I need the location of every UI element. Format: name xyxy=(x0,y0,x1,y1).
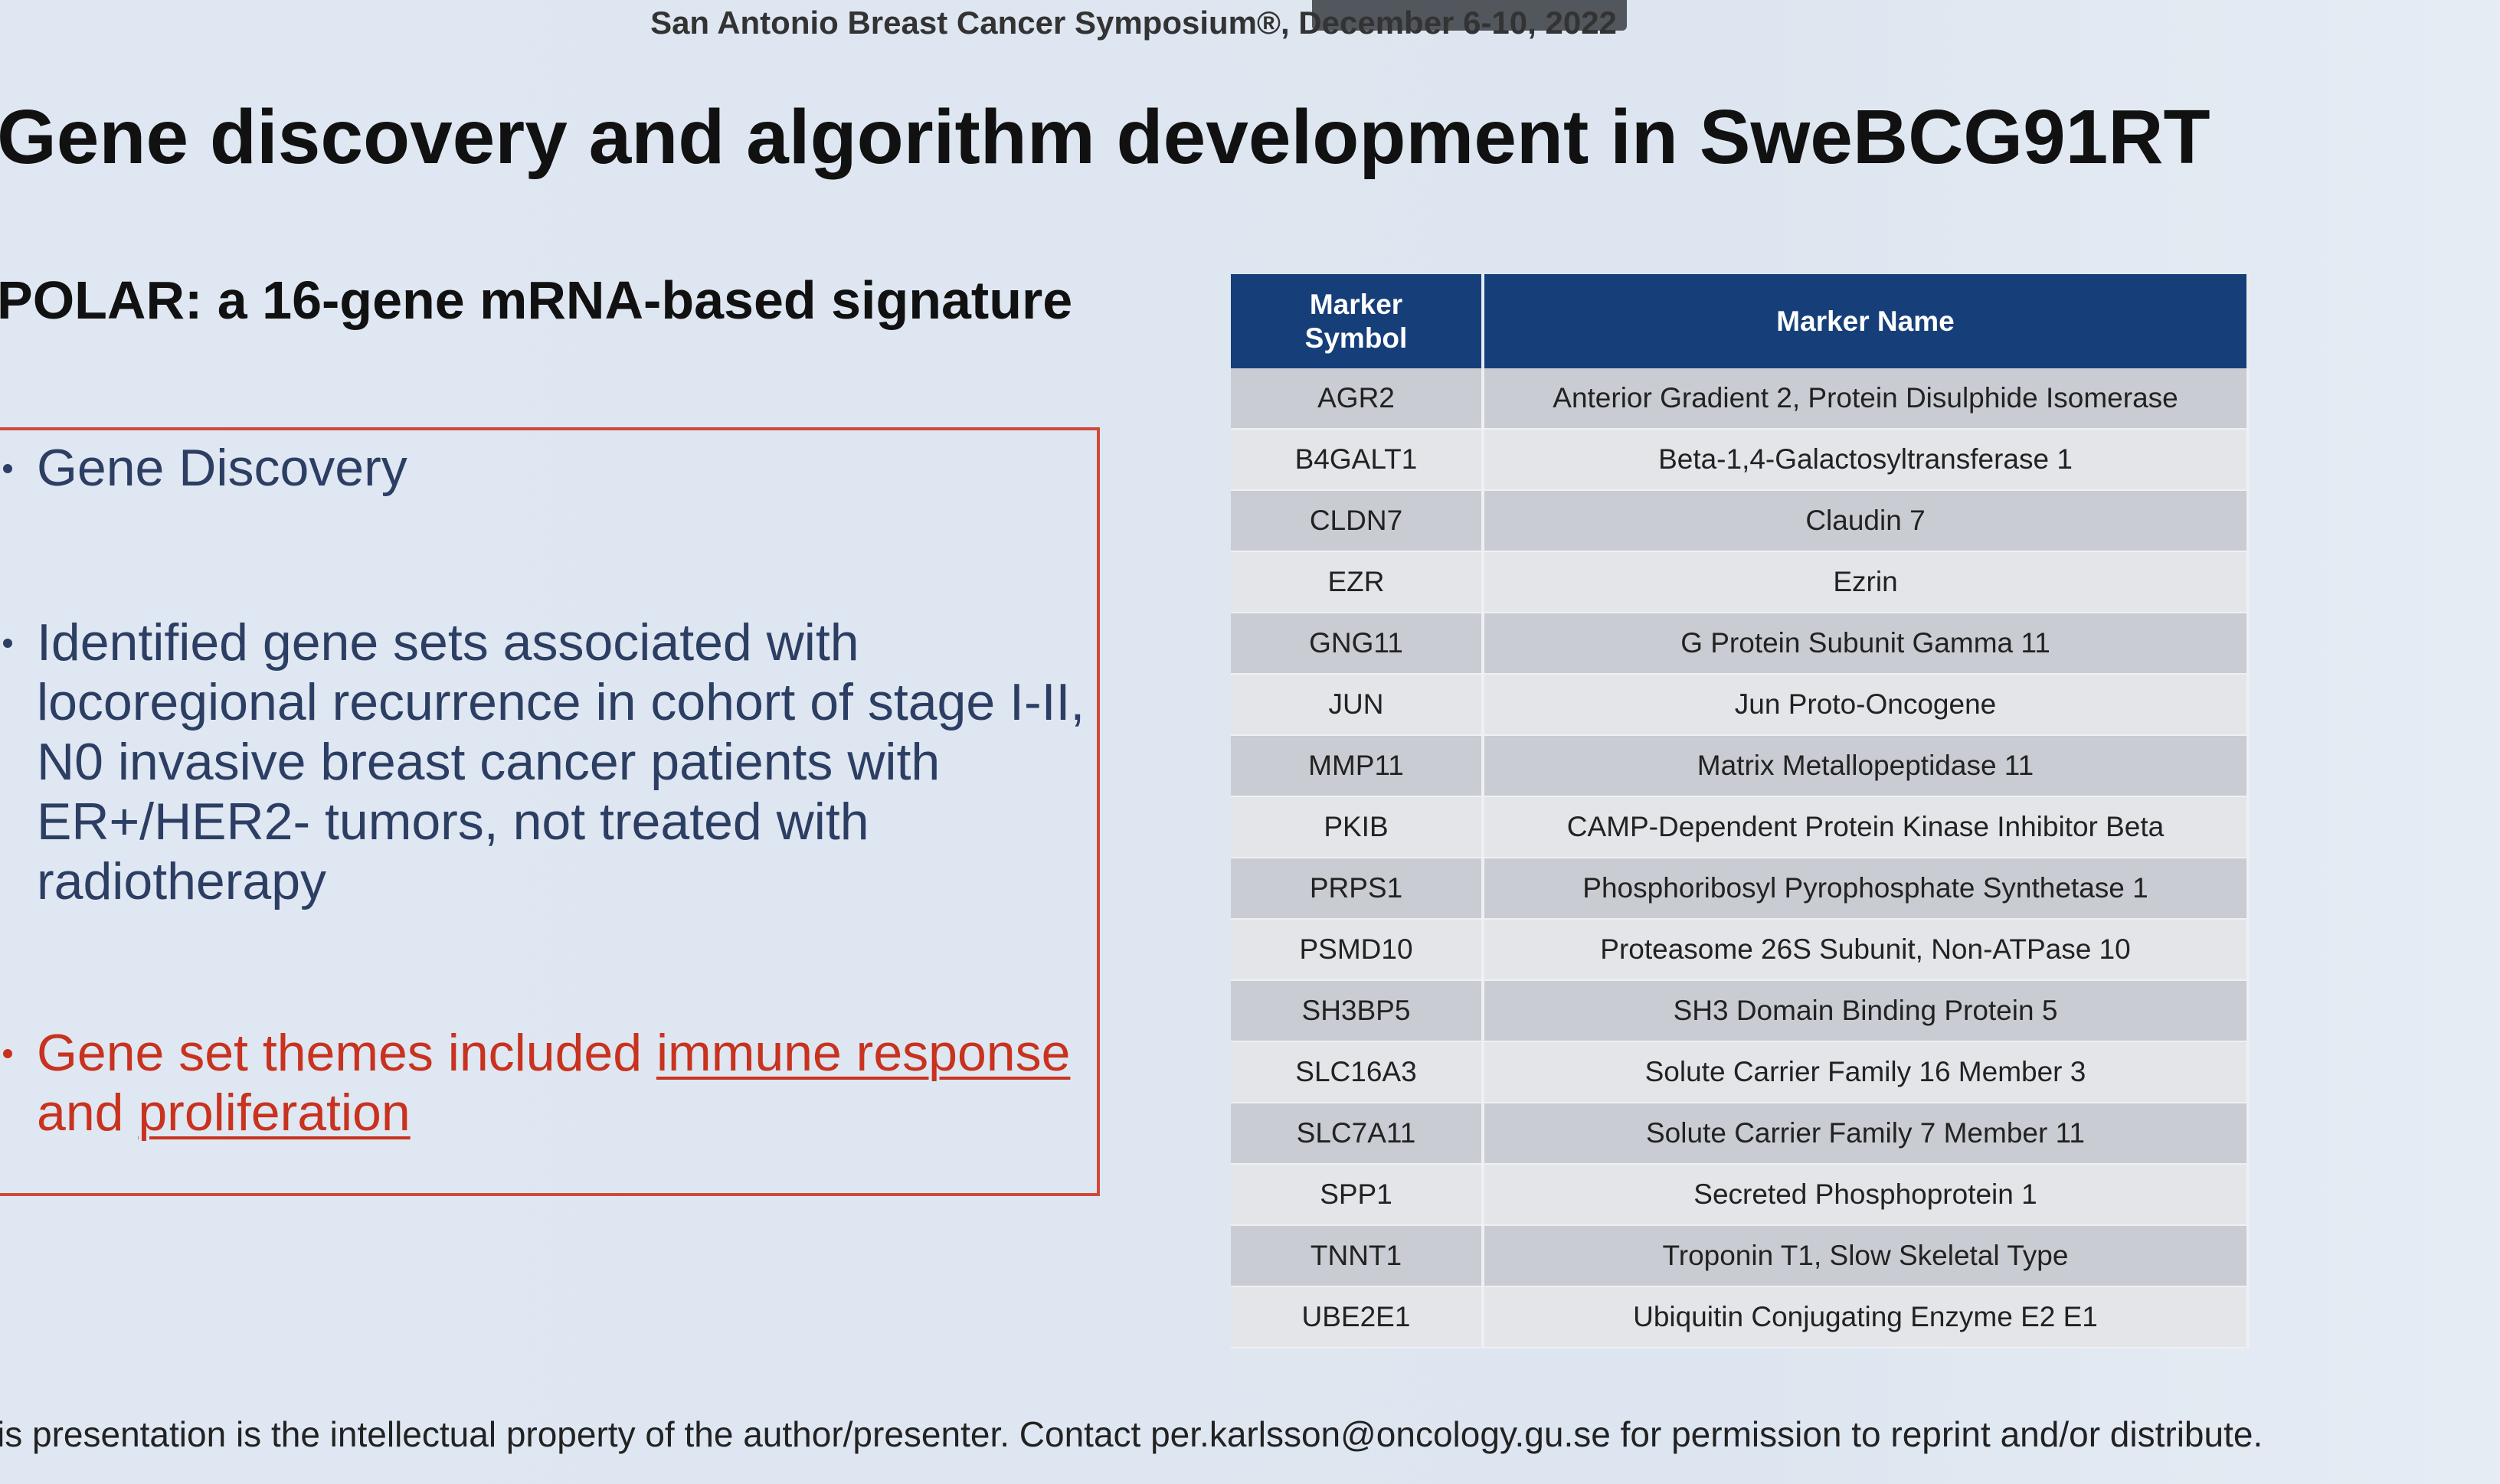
marker-symbol: B4GALT1 xyxy=(1231,429,1484,491)
table-row: AGR2 Anterior Gradient 2, Protein Disulph… xyxy=(1231,368,2250,430)
marker-symbol: UBE2E1 xyxy=(1231,1286,1484,1348)
table-row: MMP11 Matrix Metallopeptidase 11 xyxy=(1231,735,2250,797)
marker-symbol: JUN xyxy=(1231,674,1484,736)
bullet-text: Gene set themes included xyxy=(37,1024,656,1082)
marker-symbol: PKIB xyxy=(1231,796,1484,858)
table-header-row: Marker Symbol Marker Name xyxy=(1231,274,2250,368)
marker-name: SH3 Domain Binding Protein 5 xyxy=(1483,980,2250,1042)
table-row: SLC7A11 Solute Carrier Family 7 Member 11 xyxy=(1231,1103,2250,1165)
marker-name: Proteasome 26S Subunit, Non-ATPase 10 xyxy=(1483,919,2250,981)
marker-name: Matrix Metallopeptidase 11 xyxy=(1483,735,2250,797)
bullet-text: proliferation xyxy=(138,1084,411,1142)
video-overlay-bar xyxy=(1312,0,1627,31)
marker-name: Phosphoribosyl Pyrophosphate Synthetase … xyxy=(1483,858,2250,920)
table-row: SH3BP5 SH3 Domain Binding Protein 5 xyxy=(1231,980,2250,1042)
marker-symbol: SPP1 xyxy=(1231,1164,1484,1226)
marker-name: Jun Proto-Oncogene xyxy=(1483,674,2250,736)
marker-symbol: MMP11 xyxy=(1231,735,1484,797)
bullet-item: Identified gene sets associated with loc… xyxy=(3,613,1094,911)
slide-title: Gene discovery and algorithm development… xyxy=(0,94,2210,180)
marker-name: CAMP-Dependent Protein Kinase Inhibitor … xyxy=(1483,796,2250,858)
event-header: San Antonio Breast Cancer Symposium®, De… xyxy=(650,5,1617,41)
marker-symbol: EZR xyxy=(1231,551,1484,613)
bullet-dot xyxy=(3,639,12,648)
marker-symbol: CLDN7 xyxy=(1231,490,1484,552)
marker-symbol: AGR2 xyxy=(1231,368,1484,430)
table-body: AGR2 Anterior Gradient 2, Protein Disulph… xyxy=(1231,368,2250,1348)
bullet-box xyxy=(0,427,1100,1196)
table-row: B4GALT1 Beta-1,4-Galactosyltransferase 1 xyxy=(1231,429,2250,491)
marker-name: Troponin T1, Slow Skeletal Type xyxy=(1483,1225,2250,1287)
table-row: GNG11 G Protein Subunit Gamma 11 xyxy=(1231,613,2250,675)
marker-table: Marker Symbol Marker Name AGR2 Anterior Gra… xyxy=(1231,274,2250,1348)
table-row: PRPS1 Phosphoribosyl Pyrophosphate Synthe… xyxy=(1231,858,2250,920)
footer-note: is presentation is the intellectual prop… xyxy=(0,1414,2263,1454)
table-row: PSMD10 Proteasome 26S Subunit, Non-ATPase… xyxy=(1231,919,2250,981)
marker-symbol: PSMD10 xyxy=(1231,919,1484,981)
table-row: CLDN7 Claudin 7 xyxy=(1231,490,2250,552)
table-row: JUN Jun Proto-Oncogene xyxy=(1231,674,2250,736)
marker-name: Solute Carrier Family 7 Member 11 xyxy=(1483,1103,2250,1165)
marker-symbol: SLC16A3 xyxy=(1231,1041,1484,1103)
bullet-dot xyxy=(3,464,12,473)
table-row: SLC16A3 Solute Carrier Family 16 Member 3 xyxy=(1231,1041,2250,1103)
bullet-text: immune response xyxy=(656,1024,1071,1082)
table-header-cell: Marker Name xyxy=(1483,274,2250,368)
marker-name: Beta-1,4-Galactosyltransferase 1 xyxy=(1483,429,2250,491)
marker-name: Solute Carrier Family 16 Member 3 xyxy=(1483,1041,2250,1103)
slide-subtitle: POLAR: a 16-gene mRNA-based signature xyxy=(0,270,1073,330)
marker-symbol: GNG11 xyxy=(1231,613,1484,675)
marker-symbol: SH3BP5 xyxy=(1231,980,1484,1042)
bullet-text: and xyxy=(37,1084,139,1142)
bullet-text: Identified gene sets associated with loc… xyxy=(37,613,1085,910)
bullet-item: Gene Discovery xyxy=(3,438,1094,498)
marker-symbol: PRPS1 xyxy=(1231,858,1484,920)
marker-name: Ezrin xyxy=(1483,551,2250,613)
bullet-dot xyxy=(3,1049,12,1058)
marker-symbol: SLC7A11 xyxy=(1231,1103,1484,1165)
marker-name: G Protein Subunit Gamma 11 xyxy=(1483,613,2250,675)
table-row: EZR Ezrin xyxy=(1231,551,2250,613)
table-row: TNNT1 Troponin T1, Slow Skeletal Type xyxy=(1231,1225,2250,1287)
table-row: PKIB CAMP-Dependent Protein Kinase Inhibi… xyxy=(1231,796,2250,858)
marker-name: Secreted Phosphoprotein 1 xyxy=(1483,1164,2250,1226)
table-row: UBE2E1 Ubiquitin Conjugating Enzyme E2 E1 xyxy=(1231,1286,2250,1348)
bullet-text: Gene Discovery xyxy=(37,439,407,497)
marker-name: Ubiquitin Conjugating Enzyme E2 E1 xyxy=(1483,1286,2250,1348)
bullet-item: Gene set themes included immune response… xyxy=(3,1023,1094,1142)
marker-symbol: TNNT1 xyxy=(1231,1225,1484,1287)
marker-name: Claudin 7 xyxy=(1483,490,2250,552)
table-header-cell: Marker Symbol xyxy=(1231,274,1484,368)
marker-name: Anterior Gradient 2, Protein Disulphide … xyxy=(1483,368,2250,430)
table-row: SPP1 Secreted Phosphoprotein 1 xyxy=(1231,1164,2250,1226)
